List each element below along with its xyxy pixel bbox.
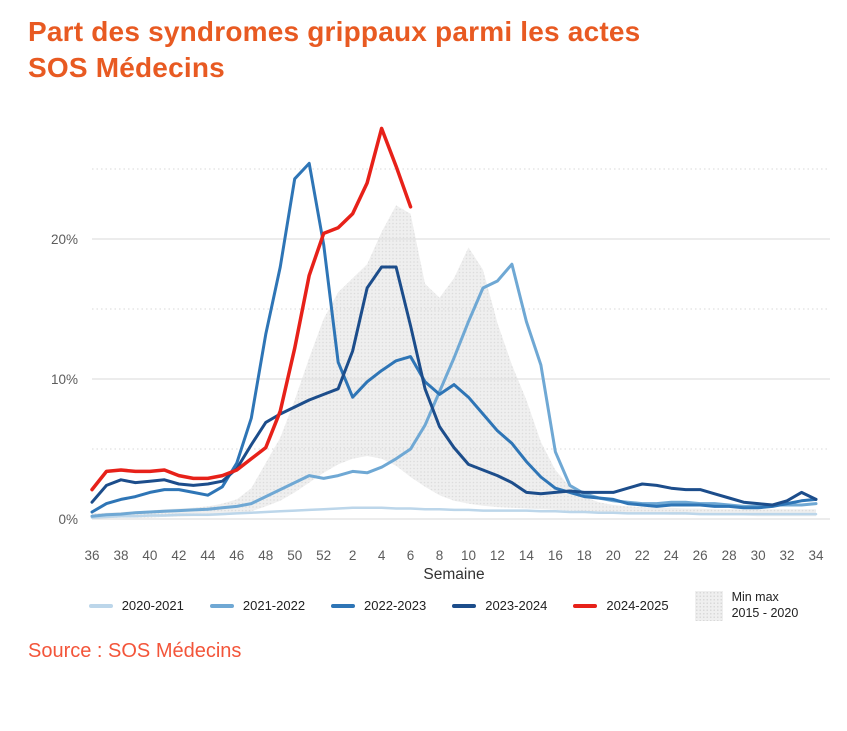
series-line-2022-2023 (90, 161, 818, 514)
x-axis-tick-label: 34 (808, 548, 824, 563)
legend-item-2024-2025: 2024-2025 (573, 598, 669, 614)
series-line-2024-2025 (90, 126, 413, 492)
legend-label: 2023-2024 (485, 598, 548, 614)
x-axis-tick-label: 38 (113, 548, 128, 563)
x-axis-tick-label: 2 (349, 548, 357, 563)
legend-swatch-icon (209, 603, 234, 608)
legend-label: 2020-2021 (121, 598, 184, 614)
x-axis-tick-label: 20 (606, 548, 621, 563)
x-axis-tick-label: 12 (490, 548, 505, 563)
chart-canvas: 0%10%20%36 38 40 42 44 46 48 50 52 2 4 6 8 10 12 14 16 18… (51, 126, 830, 583)
minmax-band-swatch-icon (694, 590, 723, 621)
legend-label: 2022-2023 (364, 598, 427, 614)
x-axis-tick-label: 42 (171, 548, 186, 563)
page-title: Part des syndromes grippaux parmi les ac… (28, 14, 819, 86)
legend-item-minmax: Min max 2015 - 2020 (694, 590, 799, 621)
legend-item-2020-2021: 2020-2021 (88, 598, 184, 614)
legend-label: 2021-2022 (242, 598, 306, 614)
series-line-2023-2024 (90, 265, 818, 507)
x-axis-tick-label: 44 (200, 548, 216, 563)
x-axis-tick-label: 16 (548, 548, 563, 563)
x-axis-tick-label: 32 (780, 548, 795, 563)
x-axis-tick-label: 30 (751, 548, 766, 563)
x-axis-tick-label: 52 (316, 548, 331, 563)
x-axis-tick-label: 26 (693, 548, 708, 563)
x-axis-tick-label: 8 (436, 548, 444, 563)
legend-swatch-icon (452, 603, 477, 608)
x-axis-tick-label: 14 (519, 548, 535, 563)
x-axis-title: Semaine (423, 566, 484, 583)
minmax-band (92, 205, 816, 518)
chart-legend: 2020-2021 2021-2022 2022-2023 2023-2024 2024… (60, 588, 827, 624)
x-axis-tick-label: 36 (84, 548, 99, 563)
x-axis-tick-label: 46 (229, 548, 244, 563)
page-title-line2: SOS Médecins (28, 51, 225, 83)
legend-label: 2024-2025 (606, 598, 669, 614)
x-axis-tick-label: 28 (722, 548, 737, 563)
legend-swatch-icon (88, 603, 113, 608)
series-line-2020-2021 (90, 506, 818, 519)
legend-swatch-icon (331, 603, 356, 608)
legend-item-2021-2022: 2021-2022 (209, 598, 306, 614)
x-axis-tick-label: 48 (258, 548, 273, 563)
source-note: Source : SOS Médecins (28, 639, 242, 662)
x-axis-tick-label: 24 (664, 548, 680, 563)
y-axis-tick-label: 10% (51, 372, 78, 387)
y-axis-tick-label: 20% (51, 232, 78, 247)
x-axis-tick-label: 10 (461, 548, 476, 563)
x-axis-tick-label: 50 (287, 548, 302, 563)
x-axis-tick-label: 6 (407, 548, 415, 563)
x-axis-tick-label: 4 (378, 548, 386, 563)
x-axis-tick-label: 22 (635, 548, 650, 563)
x-axis-tick-label: 40 (142, 548, 157, 563)
y-axis-tick-label: 0% (58, 512, 78, 527)
legend-item-2023-2024: 2023-2024 (452, 598, 547, 613)
legend-swatch-icon (573, 603, 598, 608)
flu-syndromes-chart: 0% 10% 20% 36 38 40 42 44 46 48 50 52 2 4 6 8 10 12 14 16 18… (0, 86, 847, 586)
page-title-line1: Part des syndromes grippaux parmi les ac… (28, 16, 641, 47)
series-line-2021-2022 (90, 262, 818, 518)
legend-label-minmax: Min max 2015 - 2020 (731, 590, 799, 620)
x-axis-tick-label: 18 (577, 548, 592, 563)
legend-item-2022-2023: 2022-2023 (331, 598, 426, 613)
